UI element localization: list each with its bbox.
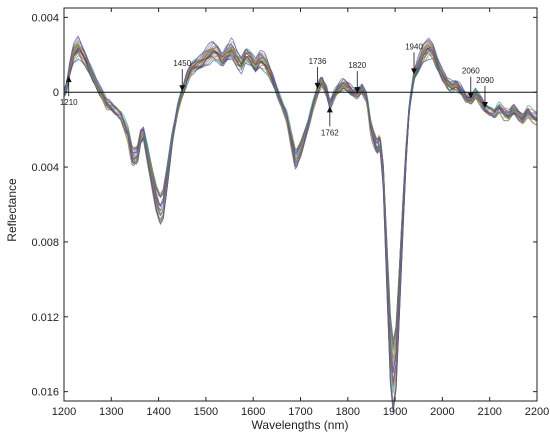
annotation-2090: 2090 <box>476 76 494 109</box>
arrow-up-icon <box>326 106 333 113</box>
y-tick-label: 0.008 <box>31 237 59 249</box>
annotation-label: 1450 <box>173 59 191 68</box>
annotation-label: 2090 <box>476 76 494 85</box>
annotation-1736: 1736 <box>309 57 327 89</box>
arrow-down-icon <box>467 92 474 99</box>
annotation-label: 1762 <box>321 128 339 137</box>
x-tick-label: 1600 <box>241 406 265 418</box>
x-tick-label: 2000 <box>430 406 454 418</box>
arrow-down-icon <box>179 85 186 92</box>
x-tick-label: 2200 <box>525 406 549 418</box>
arrow-down-icon <box>411 68 418 75</box>
x-tick-label: 1800 <box>336 406 360 418</box>
x-tick-label: 1700 <box>288 406 312 418</box>
spectrum-line <box>63 42 537 407</box>
spectra-series-group <box>63 35 537 413</box>
x-tick-label: 2100 <box>477 406 501 418</box>
annotation-1450: 1450 <box>173 59 192 92</box>
y-tick-label: 0.004 <box>31 162 59 174</box>
y-tick-label: 0.016 <box>31 387 59 399</box>
x-axis-title: Wavelengths (nm) <box>252 418 349 432</box>
x-tick-label: 1900 <box>383 406 407 418</box>
y-axis-title: Reflectance <box>5 178 19 242</box>
y-tick-label: 0.012 <box>31 312 59 324</box>
annotation-label: 1210 <box>60 98 78 107</box>
arrow-down-icon <box>481 102 488 109</box>
x-tick-label: 1500 <box>194 406 218 418</box>
spectrum-line <box>63 35 537 413</box>
y-tick-label: 0.004 <box>31 12 59 24</box>
annotation-label: 1940 <box>405 42 423 51</box>
arrow-down-icon <box>354 87 361 94</box>
y-tick-label: 0 <box>53 87 59 99</box>
arrow-up-icon <box>65 76 72 83</box>
spectrum-line <box>63 42 537 374</box>
annotation-1820: 1820 <box>348 61 367 94</box>
x-tick-label: 1400 <box>146 406 170 418</box>
arrow-down-icon <box>314 82 321 89</box>
annotation-1210: 1210 <box>60 76 78 107</box>
annotation-label: 1820 <box>348 61 366 70</box>
annotation-label: 2060 <box>462 67 480 76</box>
x-tick-label: 1300 <box>99 406 123 418</box>
axes: 1200 1300 1400 1500 1600 1700 1800 1900 2000 2100… <box>31 7 549 418</box>
annotation-1940: 1940 <box>405 42 423 75</box>
annotation-label: 1736 <box>309 57 327 66</box>
annotation-1762: 1762 <box>321 106 339 137</box>
annotation-2060: 2060 <box>462 67 480 99</box>
x-tick-label: 1200 <box>52 406 76 418</box>
